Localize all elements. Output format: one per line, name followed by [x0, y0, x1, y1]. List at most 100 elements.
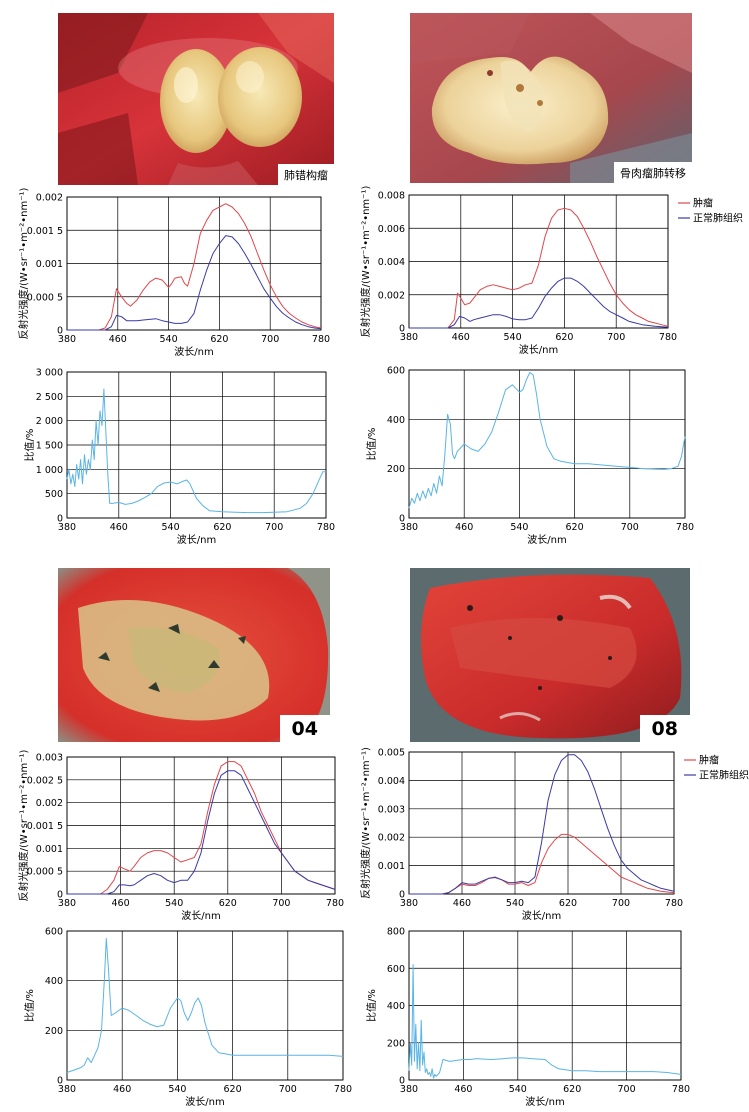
x-tick-label: 620 — [224, 1084, 242, 1095]
y-tick-label: 0.001 5 — [27, 821, 63, 832]
x-tick-label: 380 — [58, 898, 76, 909]
y-tick-label: 0.000 5 — [27, 867, 63, 878]
x-tick-label: 540 — [510, 522, 528, 533]
x-tick-label: 460 — [455, 522, 473, 533]
x-tick-label: 620 — [219, 898, 237, 909]
x-tick-label: 460 — [110, 522, 128, 533]
y-tick-label: 0 — [399, 324, 405, 335]
x-tick-label: 380 — [400, 1084, 418, 1095]
y-tick-label: 0.004 — [378, 776, 405, 787]
x-tick-label: 460 — [454, 1084, 472, 1095]
y-axis-title: 比值/% — [365, 428, 378, 461]
y-tick-label: 200 — [387, 1038, 405, 1049]
x-tick-label: 540 — [168, 1084, 186, 1095]
x-tick-label: 620 — [563, 1084, 581, 1095]
x-tick-label: 620 — [566, 522, 584, 533]
y-tick-label: 0 — [57, 514, 63, 525]
x-axis-title: 波长/nm — [181, 909, 220, 922]
photo-08: 08 — [410, 568, 690, 742]
x-tick-label: 540 — [162, 522, 180, 533]
y-tick-label: 400 — [45, 976, 63, 987]
y-tick-label: 0.002 — [36, 798, 63, 809]
plot-frame — [66, 756, 336, 895]
chart-3: 380 460 540 620 700 780 0 200 400 600 波长/nm 比值/% — [365, 366, 694, 547]
y-axis-title: 反射光强度/(W•sr⁻¹•m⁻²•nm⁻¹) — [359, 747, 372, 899]
x-tick-label: 700 — [279, 1084, 297, 1095]
x-tick-label: 700 — [272, 898, 290, 909]
x-tick-label: 700 — [612, 898, 630, 909]
y-tick-label: 0.001 — [36, 259, 63, 270]
x-tick-label: 700 — [261, 334, 279, 345]
x-tick-label: 380 — [400, 522, 418, 533]
y-tick-label: 3 000 — [36, 368, 63, 379]
y-tick-label: 0.001 — [378, 861, 405, 872]
x-tick-label: 460 — [453, 898, 471, 909]
x-tick-label: 380 — [400, 332, 418, 343]
y-tick-label: 1 000 — [36, 465, 63, 476]
series-line-normal — [409, 754, 675, 895]
chart-1: 380 460 540 620 700 780 0 0.002 0.004 0.006 0.008 波… — [359, 186, 743, 356]
chart-0: 380 460 540 620 700 780 0 0.000 5 0.001 0.001 5 0.… — [17, 188, 330, 358]
x-axis-title: 波长/nm — [519, 343, 558, 356]
y-tick-label: 400 — [387, 415, 405, 426]
series-line-ratio — [66, 938, 344, 1073]
photo-hamartoma-image — [58, 13, 334, 185]
photo-04-image — [58, 568, 330, 742]
y-tick-label: 0.000 5 — [27, 292, 63, 303]
y-tick-label: 0.008 — [378, 191, 405, 202]
y-tick-label: 0.003 — [36, 753, 63, 764]
x-tick-label: 780 — [312, 334, 330, 345]
x-tick-label: 780 — [665, 898, 683, 909]
x-axis-title: 波长/nm — [525, 1095, 564, 1108]
x-axis-title: 波长/nm — [527, 533, 566, 546]
y-tick-label: 1 500 — [36, 441, 63, 452]
y-tick-label: 0 — [57, 1076, 63, 1087]
legend-label: 正常肺组织 — [699, 769, 749, 782]
legend-label: 正常肺组织 — [693, 212, 743, 225]
x-tick-label: 460 — [452, 332, 470, 343]
y-tick-label: 0.003 — [378, 804, 405, 815]
x-tick-label: 620 — [210, 334, 228, 345]
y-tick-label: 0.002 — [378, 290, 405, 301]
photo-04: 04 — [58, 568, 330, 742]
y-tick-label: 0.006 — [378, 224, 405, 235]
series-line-ratio — [408, 372, 686, 509]
plot-frame — [66, 371, 327, 519]
x-tick-label: 380 — [400, 898, 418, 909]
y-axis-title: 比值/% — [365, 989, 378, 1022]
y-tick-label: 200 — [387, 464, 405, 475]
y-tick-label: 0.002 — [36, 193, 63, 204]
x-tick-label: 780 — [672, 1084, 690, 1095]
x-tick-label: 540 — [506, 898, 524, 909]
y-tick-label: 200 — [45, 1026, 63, 1037]
y-tick-label: 2 500 — [36, 392, 63, 403]
y-tick-label: 0.001 — [36, 844, 63, 855]
y-tick-label: 0 — [57, 890, 63, 901]
series-line-tumor — [67, 761, 336, 895]
x-tick-label: 540 — [509, 1084, 527, 1095]
y-tick-label: 500 — [45, 489, 63, 500]
x-tick-label: 700 — [621, 522, 639, 533]
series-line-tumor — [67, 203, 322, 331]
x-tick-label: 780 — [326, 898, 344, 909]
series-line-normal — [67, 235, 322, 331]
y-tick-label: 0.002 — [378, 833, 405, 844]
y-axis-title: 反射光强度/(W•sr⁻¹•m⁻²•nm⁻¹) — [17, 750, 30, 902]
photo-osteosarcoma-image — [410, 13, 692, 183]
x-axis-title: 波长/nm — [177, 533, 216, 546]
y-tick-label: 0.005 — [378, 748, 405, 759]
y-tick-label: 2 000 — [36, 416, 63, 427]
y-tick-label: 400 — [387, 1001, 405, 1012]
y-axis-title: 比值/% — [23, 429, 36, 462]
photo-label-hamartoma: 肺错构瘤 — [278, 164, 334, 185]
legend-label: 肿瘤 — [699, 754, 719, 767]
plot-frame — [408, 369, 686, 519]
x-tick-label: 780 — [659, 332, 677, 343]
x-tick-label: 780 — [676, 522, 694, 533]
plot-frame — [408, 751, 675, 895]
legend-label: 肿瘤 — [693, 197, 713, 210]
x-tick-label: 460 — [113, 1084, 131, 1095]
x-tick-label: 780 — [334, 1084, 352, 1095]
chart-2: 380 460 540 620 700 780 0 500 1 000 1 500 2 000 2 5… — [23, 368, 335, 547]
